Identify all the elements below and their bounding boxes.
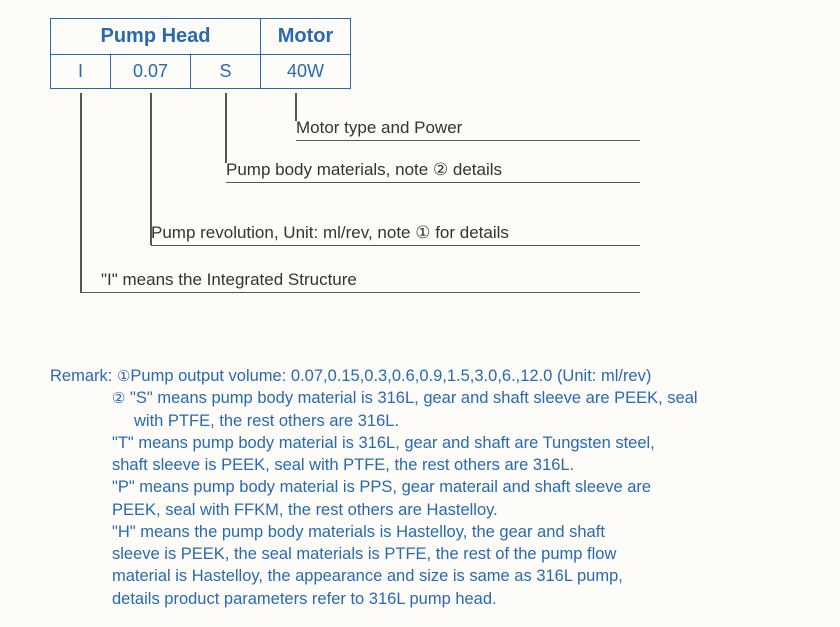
cell-revolution: 0.07 [111,55,191,89]
callout-structure: "I" means the Integrated Structure [81,270,640,293]
remark-line2a: ② "S" means pump body material is 316L, … [112,387,810,409]
remark-line5b: sleeve is PEEK, the seal materials is PT… [112,543,810,565]
remark-line1: Remark: ①Pump output volume: 0.07,0.15,0… [50,365,810,387]
callout-structure-text: "I" means the Integrated Structure [101,270,357,289]
remark-line2a-text: "S" means pump body material is 316L, ge… [130,389,698,407]
remark-line3b: shaft sleeve is PEEK, seal with PTFE, th… [112,454,810,476]
remark-line2b: with PTFE, the rest others are 316L. [134,410,810,432]
remark-line5d: details product parameters refer to 316L… [112,588,810,610]
cell-material: S [191,55,261,89]
remark-line5c: material is Hastelloy, the appearance an… [112,565,810,587]
remark-label: Remark: [50,367,112,385]
callout-motor-text: Motor type and Power [296,118,462,137]
pump-code-table: Pump Head Motor I 0.07 S 40W [50,18,351,89]
remark-line5a: "H" means the pump body materials is Has… [112,521,810,543]
remark-line4b: PEEK, seal with FFKM, the rest others ar… [112,499,810,521]
remark-line3a: "T" means pump body material is 316L, ge… [112,432,810,454]
cell-structure: I [51,55,111,89]
circled-2-icon: ② [112,390,125,407]
remark-line4a: "P" means pump body material is PPS, gea… [112,476,810,498]
remark-block: Remark: ①Pump output volume: 0.07,0.15,0… [50,365,810,610]
remark-line1-text: Pump output volume: 0.07,0.15,0.3,0.6,0.… [130,367,651,385]
drop-line-material [225,93,227,163]
callout-revolution-text: Pump revolution, Unit: ml/rev, note ① fo… [151,223,509,242]
header-motor: Motor [261,19,351,55]
drop-line-structure [80,93,82,293]
callout-motor: Motor type and Power [296,118,640,141]
drop-line-motor [295,93,297,121]
circled-1-icon: ① [117,368,130,385]
callout-material-text: Pump body materials, note ② details [226,160,502,179]
callout-material: Pump body materials, note ② details [226,160,640,183]
header-pump-head: Pump Head [51,19,261,55]
callout-revolution: Pump revolution, Unit: ml/rev, note ① fo… [151,223,640,246]
code-table: Pump Head Motor I 0.07 S 40W [50,18,351,89]
cell-motor: 40W [261,55,351,89]
